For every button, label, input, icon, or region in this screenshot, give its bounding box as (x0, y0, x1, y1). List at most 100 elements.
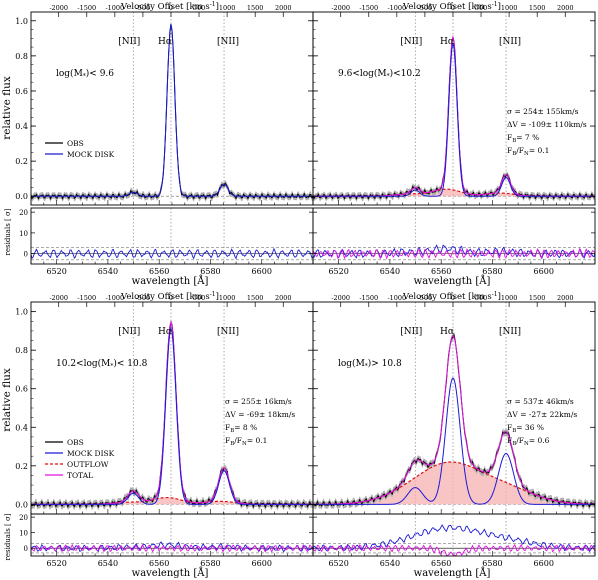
obs-line (31, 24, 313, 200)
nii-left-label: [NII] (400, 327, 422, 337)
legend-label: MOCK DISK (67, 150, 115, 159)
vel-tick-label: -500 (136, 4, 151, 12)
panel-top-right: 6520 6540 6560 6580 6600 -2000 -1500 -1000 -500 0… (312, 4, 596, 276)
y-tick-label: 1.0 (15, 17, 28, 26)
x-tick-label: 6520 (328, 267, 348, 276)
plot-area (31, 12, 313, 205)
mock-disk-line (313, 377, 595, 505)
vel-tick-label: -1000 (105, 294, 124, 302)
x-tick-label: 6560 (431, 559, 451, 568)
vel-tick-label: 1500 (247, 4, 264, 12)
resid-y-tick-label: 0 (24, 545, 28, 553)
x-tick-label: 6600 (534, 559, 554, 568)
x-tick-label: 6540 (98, 559, 118, 568)
vel-tick-label: 500 (193, 294, 205, 302)
panel-mass-label: log(M*)< 9.6 (56, 68, 114, 80)
vel-tick-label: -2000 (49, 294, 68, 302)
residual-area (31, 208, 313, 264)
fit-param: ΔV = -69± 18km/s (225, 410, 295, 419)
panel-mass-label: log(M*)> 10.8 (338, 358, 402, 370)
fit-param: FB= 7 % (507, 133, 539, 144)
vel-tick-label: -500 (418, 294, 433, 302)
legend-label: MOCK DISK (67, 449, 115, 458)
fit-param: FB= 8 % (225, 423, 257, 434)
x-tick-label: 6580 (200, 559, 220, 568)
y-tick-label: 0.2 (15, 462, 28, 471)
ylabel-resid-top: residuals [ σ] (4, 208, 12, 255)
ylabel-main-top: relative flux (1, 76, 13, 140)
x-tick-label: 6540 (98, 267, 118, 276)
vel-tick-label: 500 (475, 4, 487, 12)
vel-tick-label: 500 (193, 4, 205, 12)
vel-tick-label: -1500 (359, 4, 378, 12)
panel-bottom-right: 6520 6540 6560 6580 6600 -2000 -1500 -1000 -500 0… (312, 294, 596, 568)
vel-tick-label: -1500 (359, 294, 378, 302)
vel-tick-label: 1000 (501, 4, 518, 12)
vel-tick-label: -1500 (77, 294, 96, 302)
residual-area (313, 208, 595, 264)
vel-tick-label: 0 (169, 294, 173, 302)
panel-mass-label: 10.2<log(M*)< 10.8 (56, 358, 148, 370)
vel-tick-label: 2000 (557, 4, 574, 12)
vel-tick-label: 2000 (557, 294, 574, 302)
x-tick-label: 6520 (46, 267, 66, 276)
vel-tick-label: 1000 (219, 4, 236, 12)
plot-frame (30, 11, 314, 206)
resid-y-tick-label: 10 (19, 530, 28, 538)
residual-area (313, 514, 595, 556)
vel-tick-label: -1000 (387, 4, 406, 12)
x-tick-label: 6520 (328, 559, 348, 568)
y-tick-label: 0.0 (15, 192, 28, 201)
nii-left-label: [NII] (118, 37, 140, 47)
vel-tick-label: 0 (451, 294, 455, 302)
fit-param: FB/FN= 0.1 (507, 146, 549, 157)
fit-param: σ = 255± 16km/s (225, 397, 292, 406)
x-tick-label: 6540 (380, 559, 400, 568)
x-tick-label: 6600 (252, 559, 272, 568)
nii-right-label: [NII] (499, 327, 521, 337)
resid-y-tick-label: 20 (19, 514, 28, 522)
mock-disk-line (31, 24, 313, 197)
fit-param: ΔV = -109± 110km/s (507, 120, 587, 129)
x-tick-label: 6600 (252, 267, 272, 276)
nii-left-label: [NII] (400, 37, 422, 47)
resid-y-tick-label: 10 (19, 230, 28, 238)
panel-top-left: 0.0 0.2 0.4 0.6 0.8 1.0 6520 6540 6560 6580 6600 -2… (15, 4, 314, 276)
vel-tick-label: 1500 (247, 294, 264, 302)
ha-label: Hα (158, 37, 172, 47)
resid-disk-line (313, 524, 595, 553)
plot-area (313, 12, 595, 205)
top-axis-label-right: Velocity Offset [km s-1] (402, 1, 501, 12)
fit-param: σ = 254± 155km/s (507, 107, 579, 116)
outflow-fill (313, 461, 595, 505)
vel-tick-label: -1500 (77, 4, 96, 12)
vel-tick-label: -2000 (331, 4, 350, 12)
vel-tick-label: 0 (169, 4, 173, 12)
resid-frame (312, 207, 596, 265)
x-tick-label: 6580 (200, 267, 220, 276)
plot-area (31, 302, 313, 514)
y-tick-label: 0.2 (15, 157, 28, 166)
xlabel-bottom-left: wavelength [Å] (132, 567, 209, 579)
plot-area (313, 302, 595, 514)
fit-param: FB/FN= 0.1 (225, 436, 267, 447)
y-tick-label: 0.8 (15, 346, 28, 355)
mock-disk-line (313, 42, 595, 197)
vel-tick-label: 2000 (275, 4, 292, 12)
xlabel-bottom-right: wavelength [Å] (414, 567, 491, 579)
vel-tick-label: -1000 (387, 294, 406, 302)
x-tick-label: 6560 (149, 267, 169, 276)
resid-total-line (313, 247, 595, 260)
y-tick-label: 0.6 (15, 385, 28, 394)
nii-right-label: [NII] (217, 327, 239, 337)
fit-param: FB= 36 % (507, 423, 544, 434)
outflow-fill (31, 497, 313, 505)
ha-label: Hα (440, 37, 454, 47)
vel-tick-label: 0 (451, 4, 455, 12)
legend-label: OUTFLOW (67, 460, 109, 469)
outflow-fill (313, 189, 595, 197)
legend-label: TOTAL (67, 471, 93, 480)
ylabel-main-bottom: relative flux (1, 368, 13, 432)
nii-right-label: [NII] (217, 37, 239, 47)
